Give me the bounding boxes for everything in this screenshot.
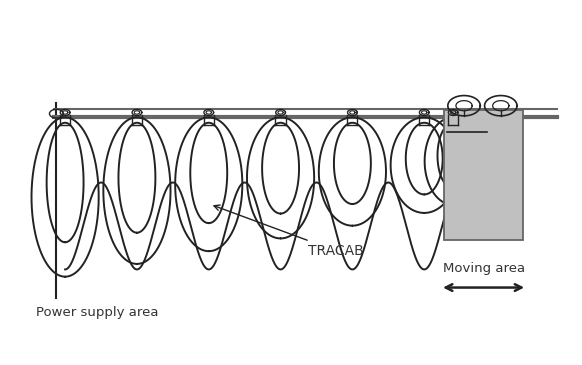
Text: Power supply area: Power supply area — [36, 306, 159, 319]
Text: TRACAB: TRACAB — [214, 205, 364, 258]
Text: Moving area: Moving area — [442, 262, 524, 275]
Bar — [445, 110, 523, 241]
